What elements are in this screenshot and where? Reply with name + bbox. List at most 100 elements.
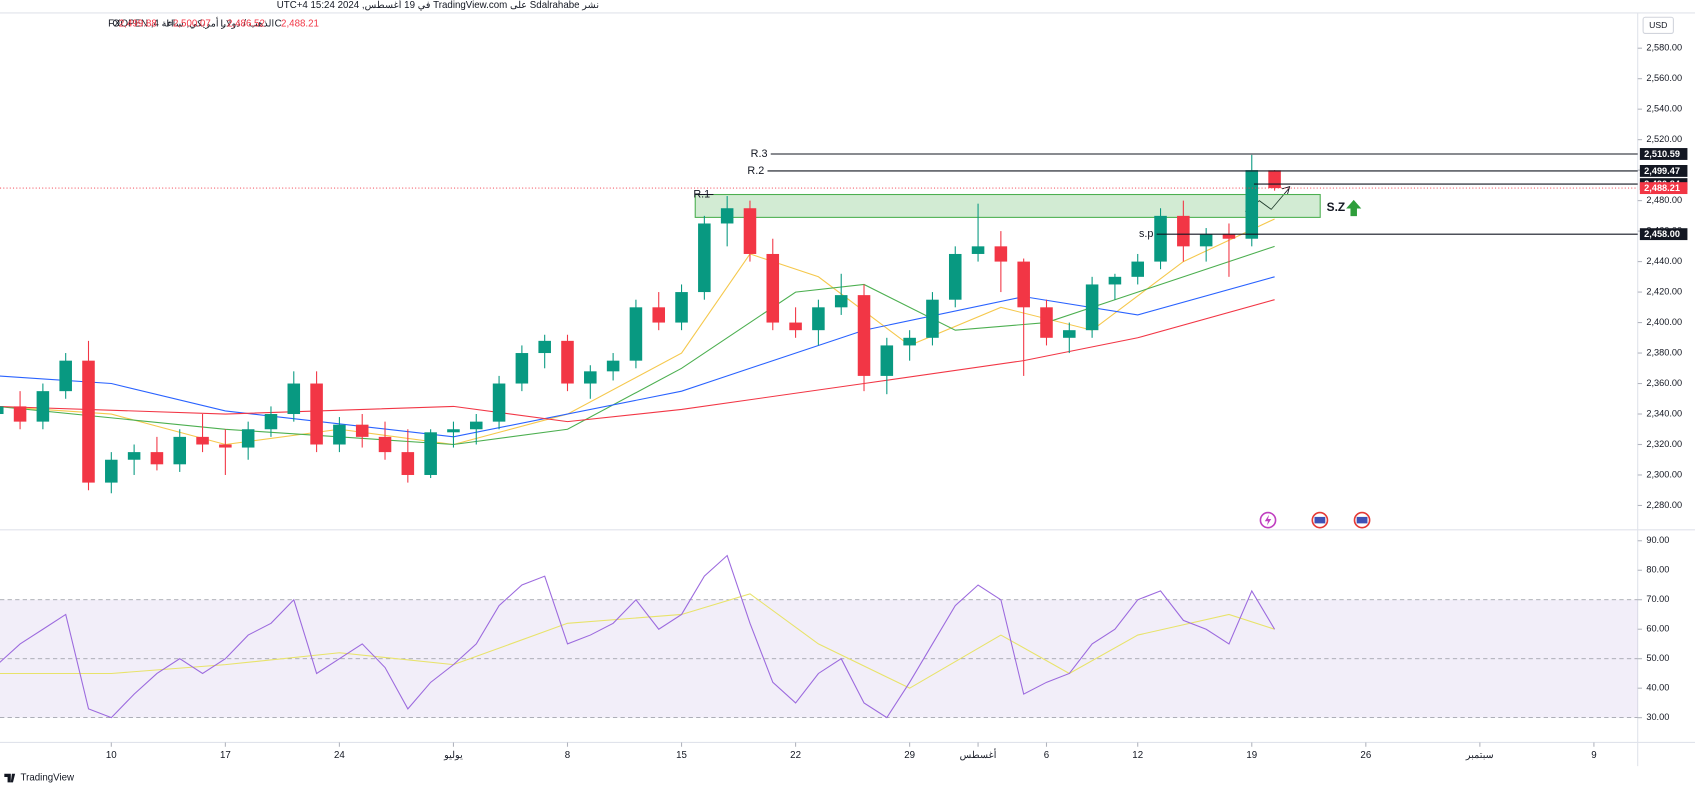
y-tick-label: 2,340.00 <box>1646 408 1682 418</box>
ohlc-value: 2,486.52 <box>227 18 265 29</box>
candle-body <box>264 414 278 430</box>
candle-body <box>127 452 141 460</box>
candle-body <box>36 391 50 422</box>
rsi-line <box>0 554 1276 719</box>
candle-body <box>173 436 187 465</box>
level-price-box <box>1639 228 1688 241</box>
candle-body <box>1268 170 1281 189</box>
level-price-label: 2,499.47 <box>1644 166 1680 176</box>
up-arrow-icon <box>1346 199 1362 217</box>
y-tick-label: 2,360.00 <box>1646 378 1682 388</box>
candle-body <box>789 322 802 331</box>
candle-body <box>13 406 27 422</box>
candle-body <box>469 421 483 430</box>
x-tick-label: 22 <box>790 750 801 761</box>
currency[interactable]: USD <box>1649 20 1667 30</box>
y-tick-label: 2,320.00 <box>1646 439 1682 449</box>
flag-glyph <box>1314 516 1326 524</box>
event-icon-glyph <box>1264 514 1272 526</box>
candle-body <box>629 307 643 361</box>
candle-body <box>948 253 962 300</box>
ohlc-key: H <box>166 18 173 29</box>
ohlc-value: 2,488.21 <box>281 18 319 29</box>
y-tick-label: 50.00 <box>1646 653 1669 663</box>
candle-body <box>926 299 939 338</box>
x-tick-label: سبتمبر <box>1465 750 1494 761</box>
publish-info: نشر Sdalrahabe على TradingView.com في 19… <box>277 0 599 11</box>
candle-body <box>355 424 369 437</box>
candle-body <box>994 246 1008 262</box>
level-label: R.3 <box>751 148 768 160</box>
y-tick-label: 2,280.00 <box>1646 500 1682 510</box>
x-tick-label: 17 <box>220 750 231 761</box>
moving-average <box>0 245 1275 446</box>
moving-average <box>0 276 1275 438</box>
candle-body <box>196 436 209 445</box>
x-tick-label: 24 <box>334 750 345 761</box>
candle-body <box>652 307 666 323</box>
candle-body <box>857 295 871 376</box>
x-tick-label: 9 <box>1591 750 1596 761</box>
candle-body <box>812 307 825 331</box>
candle-body <box>287 383 301 415</box>
y-tick-label: 40.00 <box>1646 683 1669 693</box>
candle-body <box>150 452 164 465</box>
candle-body <box>720 208 734 224</box>
logo: TradingView <box>4 773 75 784</box>
last-price-label: 2,488.21 <box>1644 183 1680 193</box>
y-tick-label: 60.00 <box>1646 624 1669 634</box>
candle-body <box>606 360 620 372</box>
candle-body <box>59 360 72 392</box>
ohlc-legend: O2,499.88 H 2,500.07 L 2,486.52 C 2,488.21 <box>112 18 319 29</box>
candle-body <box>333 424 346 445</box>
zone-label: S.Z <box>1327 200 1346 214</box>
ohlc-key: C <box>275 18 282 29</box>
candle-body <box>1040 307 1053 338</box>
symbol-legend: الذهب / دولار أمريكي, ساعة 4, FXOPEN <box>108 16 274 29</box>
ohlc-key: L <box>221 18 227 29</box>
candle-body <box>82 360 95 483</box>
x-tick-label: 6 <box>1044 750 1049 761</box>
y-tick-label: 2,380.00 <box>1646 347 1682 357</box>
x-tick-label: 29 <box>904 750 915 761</box>
candle-body <box>219 444 232 448</box>
candle-body <box>584 371 597 384</box>
candle-body <box>880 345 894 376</box>
candle-body <box>424 432 437 475</box>
x-tick-label: أغسطس <box>960 748 997 761</box>
candle-body <box>515 353 529 384</box>
currency-box[interactable] <box>1642 16 1674 34</box>
candle-body <box>1222 234 1236 239</box>
candle-body <box>1063 330 1076 338</box>
y-tick-label: 2,580.00 <box>1646 43 1682 53</box>
candle-body <box>447 429 460 433</box>
y-tick-label: 2,440.00 <box>1646 256 1682 266</box>
flag-glyph <box>1356 516 1368 524</box>
level-label: R.2 <box>747 165 764 177</box>
y-tick-label: 30.00 <box>1646 712 1669 722</box>
moving-average <box>0 299 1275 423</box>
ohlc-value: 2,500.07 <box>173 18 211 29</box>
last-price-box <box>1639 182 1688 195</box>
candle-body <box>903 337 916 346</box>
candle-body <box>971 246 985 254</box>
x-tick-label: 12 <box>1132 750 1143 761</box>
candle-body <box>105 459 118 483</box>
y-tick-label: 2,420.00 <box>1646 286 1682 296</box>
candle-body <box>743 208 757 254</box>
candle-body <box>1199 234 1213 247</box>
y-tick-label: 2,520.00 <box>1646 134 1682 144</box>
candle-body <box>1131 261 1145 277</box>
level-label: s.p <box>1139 228 1153 240</box>
event-icons <box>1259 511 1371 529</box>
y-tick-label: 90.00 <box>1646 535 1669 545</box>
y-tick-label: 2,540.00 <box>1646 104 1682 114</box>
y-tick-label: 70.00 <box>1646 594 1669 604</box>
candle-body <box>0 406 4 415</box>
ohlc-key: O <box>112 18 120 29</box>
logo-glyph <box>4 773 16 783</box>
candle-body <box>561 340 574 384</box>
candle-body <box>1085 284 1099 331</box>
footer-brand: TradingView <box>21 773 76 784</box>
